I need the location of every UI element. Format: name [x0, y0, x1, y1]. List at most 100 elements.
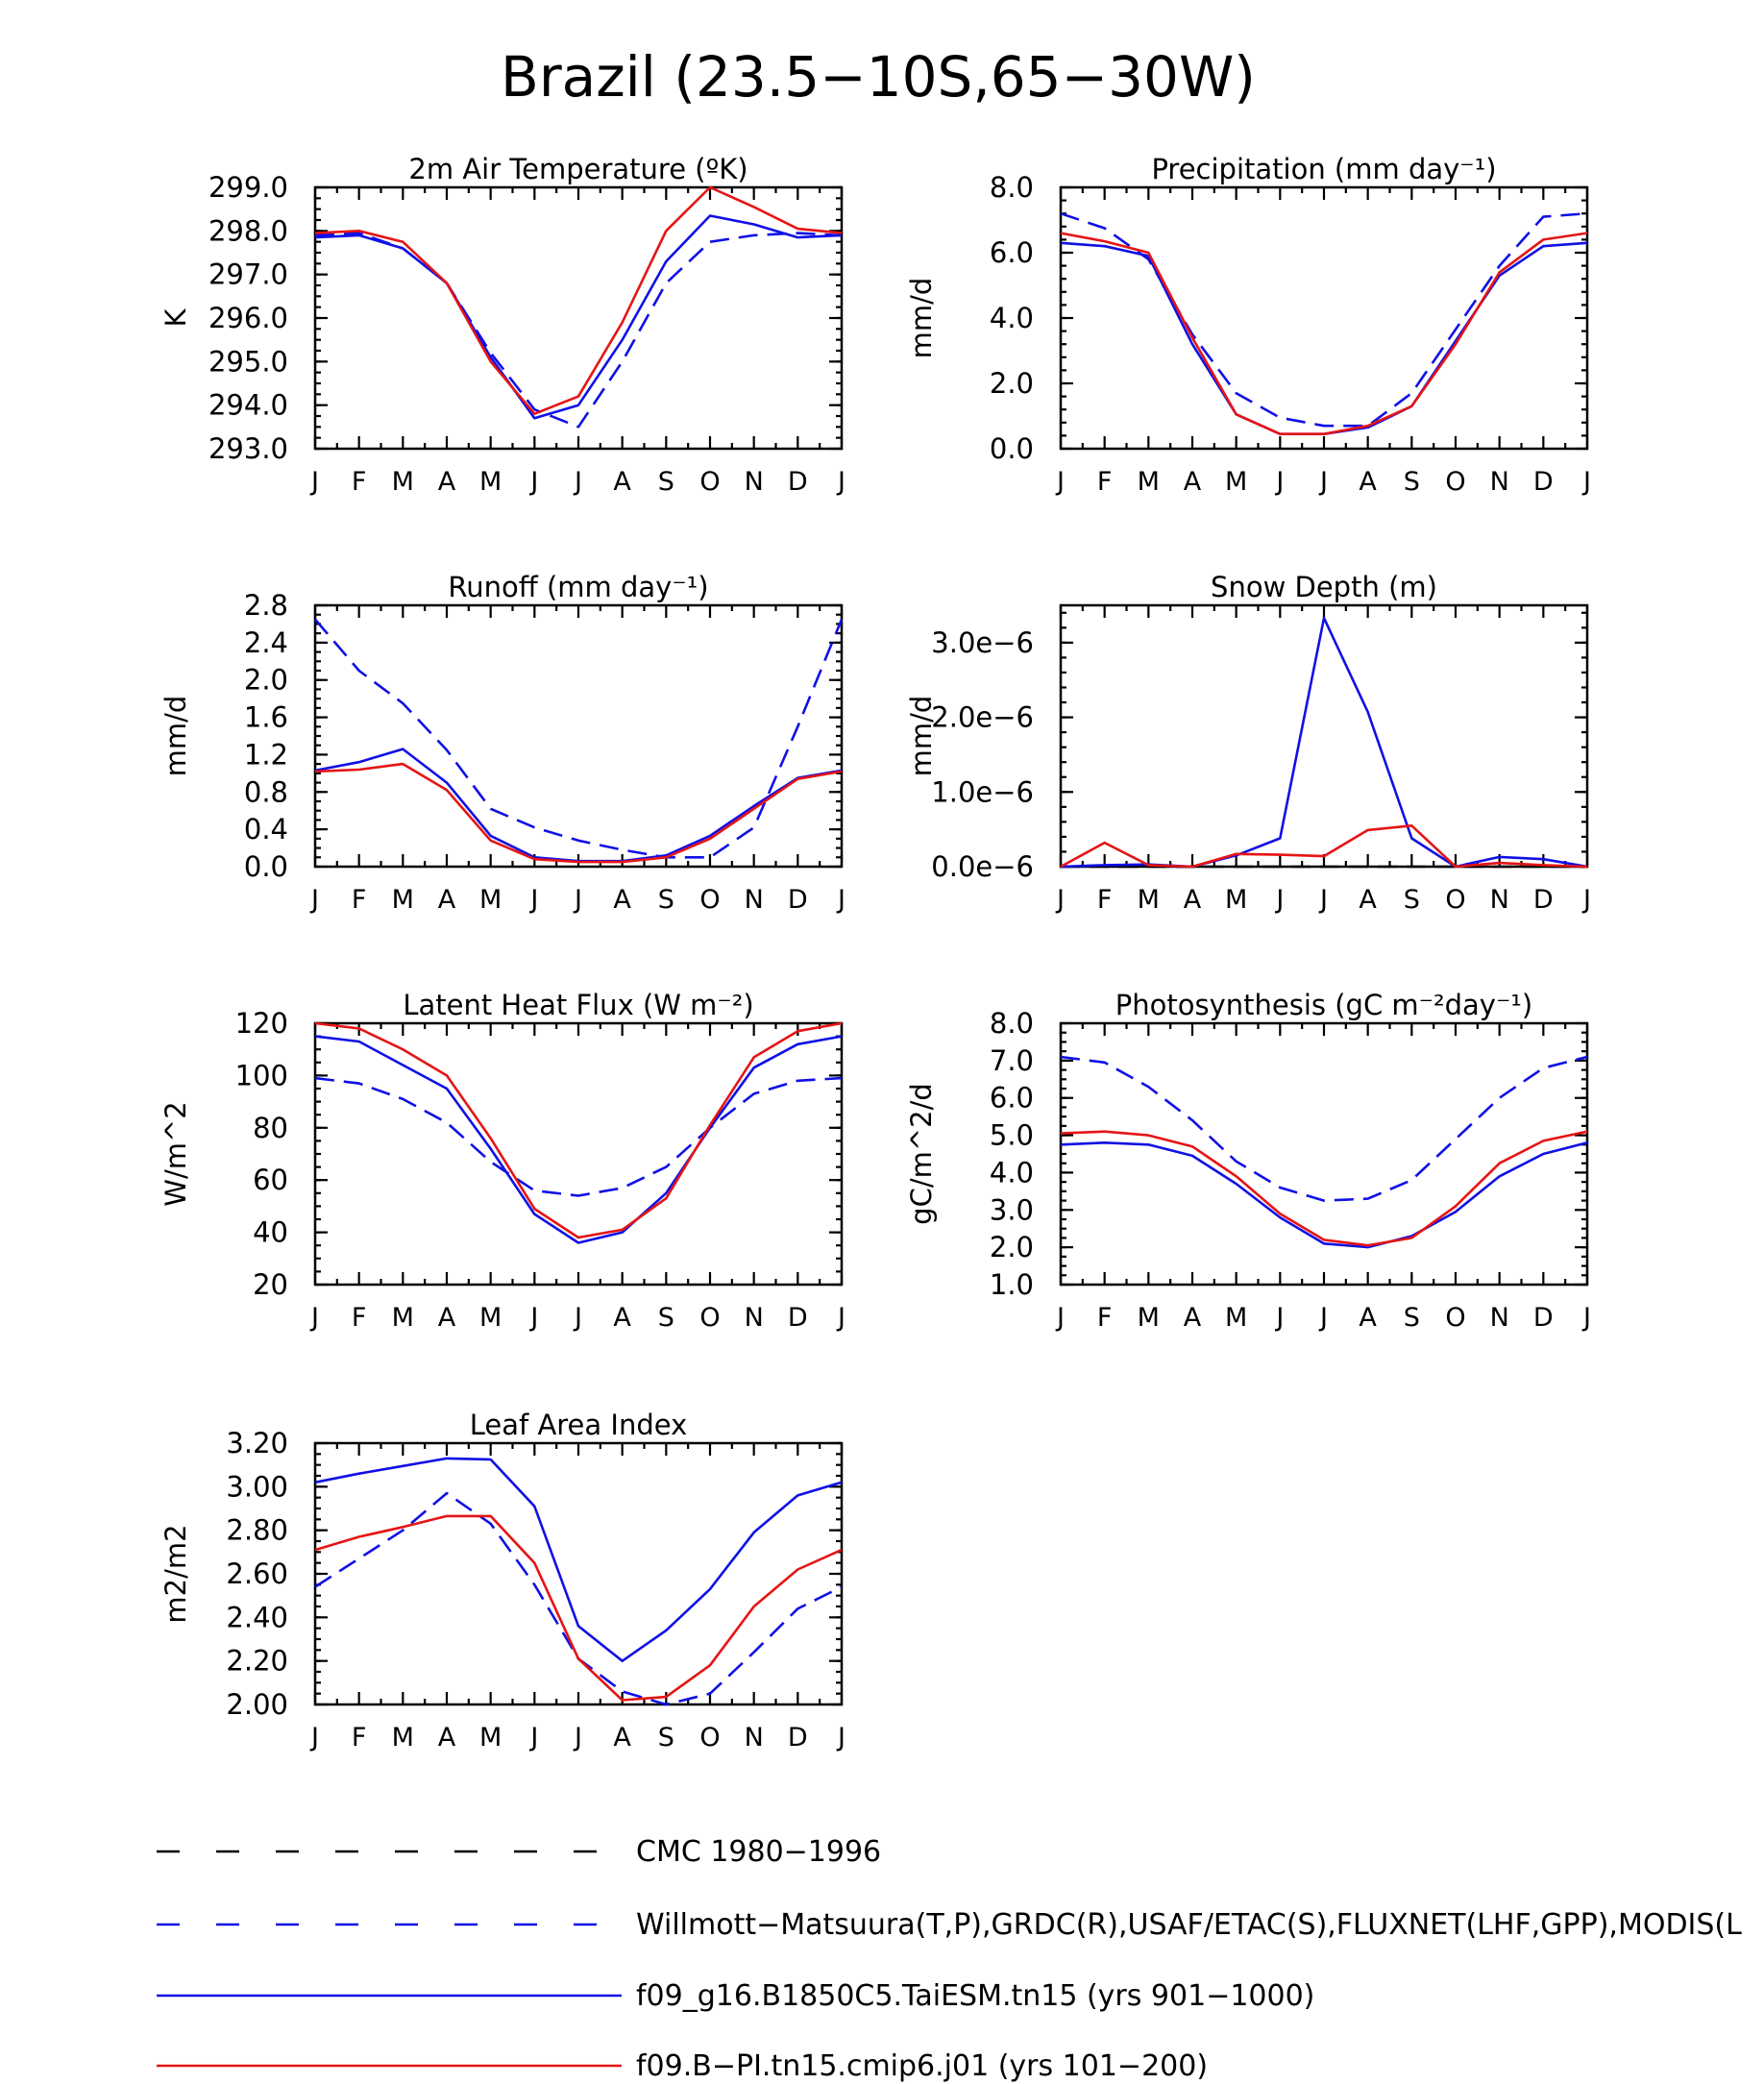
y-tick-label: 5.0 — [990, 1119, 1034, 1152]
x-tick-label: F — [1097, 885, 1113, 915]
x-tick-label: M — [479, 885, 502, 915]
series-line-obs — [314, 618, 844, 859]
x-tick-label: J — [309, 467, 319, 497]
y-tick-label: 0.0e−6 — [931, 850, 1034, 883]
y-tick-label: 6.0 — [990, 1082, 1034, 1115]
y-tick-label: 2.80 — [226, 1514, 288, 1547]
y-axis-label: mm/d — [159, 696, 192, 777]
panel-title: Snow Depth (m) — [1211, 571, 1437, 603]
x-tick-label: D — [1533, 885, 1554, 915]
panel-title: Precipitation (mm day⁻¹) — [1151, 153, 1496, 185]
x-tick-label: D — [788, 1303, 808, 1333]
y-tick-label: 2.0 — [990, 1231, 1034, 1263]
x-tick-label: M — [479, 1303, 502, 1333]
y-tick-label: 0.8 — [244, 775, 288, 808]
x-tick-label: M — [1225, 467, 1247, 497]
series-line-cmip6 — [314, 1514, 843, 1702]
x-tick-label: F — [352, 1723, 367, 1753]
x-tick-label: J — [528, 467, 538, 497]
x-tick-label: J — [1581, 885, 1591, 915]
x-tick-label: O — [699, 885, 720, 915]
x-tick-label: F — [1097, 467, 1113, 497]
x-tick-label: A — [438, 467, 456, 497]
x-tick-label: M — [479, 1723, 502, 1753]
y-tick-label: 2.20 — [226, 1645, 288, 1678]
x-tick-label: M — [392, 467, 414, 497]
x-tick-label: N — [745, 467, 764, 497]
y-axis-label: K — [159, 308, 192, 328]
series-line-taiesm — [1060, 241, 1588, 436]
y-tick-label: 2.0 — [990, 367, 1034, 400]
y-tick-label: 120 — [235, 1007, 288, 1040]
series-line-taiesm — [1060, 1141, 1588, 1249]
x-tick-label: J — [528, 885, 538, 915]
x-tick-label: N — [1490, 1303, 1509, 1333]
x-tick-label: J — [573, 1303, 582, 1333]
y-tick-label: 0.4 — [244, 813, 288, 846]
series-line-cmip6 — [314, 1021, 843, 1239]
x-tick-label: J — [573, 1723, 582, 1753]
x-tick-label: J — [836, 885, 845, 915]
x-tick-label: J — [1274, 1303, 1284, 1333]
legend-label-obs: Willmott−Matsuura(T,P),GRDC(R),USAF/ETAC… — [636, 1908, 1742, 1942]
x-tick-label: M — [392, 1723, 414, 1753]
series-line-obs — [314, 1076, 843, 1197]
y-tick-label: 1.0e−6 — [931, 775, 1034, 808]
chart-panel-4: Latent Heat Flux (W m⁻²)W/m^2J F M A M J J A S O N… — [159, 989, 845, 1333]
x-tick-label: M — [392, 1303, 414, 1333]
x-tick-label: D — [1533, 467, 1554, 497]
legend-label-taiesm: f09_g16.B1850C5.TaiESM.tn15 (yrs 901−100… — [636, 1979, 1314, 2013]
y-axis-label: gC/m^2/d — [905, 1083, 938, 1225]
y-axis-label: m2/m2 — [159, 1524, 192, 1623]
y-tick-label: 296.0 — [208, 302, 288, 334]
y-tick-label: 60 — [253, 1164, 288, 1196]
x-tick-label: O — [1445, 1303, 1465, 1333]
x-tick-label: J — [528, 1723, 538, 1753]
x-tick-label: J — [1055, 885, 1065, 915]
x-tick-label: J — [1581, 1303, 1591, 1333]
y-tick-label: 100 — [235, 1059, 288, 1091]
y-tick-label: 2.0e−6 — [931, 701, 1034, 734]
y-tick-label: 1.6 — [244, 701, 288, 734]
x-tick-label: J — [309, 1723, 319, 1753]
x-tick-label: J — [1055, 467, 1065, 497]
legend-label-cmip6: f09.B−PI.tn15.cmip6.j01 (yrs 101−200) — [636, 2049, 1208, 2083]
y-tick-label: 2.40 — [226, 1601, 288, 1633]
x-tick-label: D — [1533, 1303, 1554, 1333]
plot-frame — [1059, 1021, 1589, 1287]
x-tick-label: S — [1404, 1303, 1420, 1333]
x-tick-label: M — [1138, 467, 1160, 497]
plot-frame — [1059, 603, 1589, 869]
x-tick-label: J — [1318, 1303, 1328, 1333]
panels: 2m Air Temperature (ºK)KJ F M A M J J A S O N D J293… — [159, 153, 1591, 1753]
x-tick-label: S — [658, 885, 674, 915]
x-tick-label: J — [1318, 467, 1328, 497]
x-tick-label: J — [309, 885, 319, 915]
x-tick-label: J — [573, 467, 582, 497]
chart-panel-0: 2m Air Temperature (ºK)KJ F M A M J J A S O N D J293… — [159, 153, 845, 497]
x-tick-label: D — [788, 467, 808, 497]
series-line-cmip6 — [314, 185, 843, 416]
plot-frame — [313, 1441, 844, 1706]
y-tick-label: 297.0 — [208, 258, 288, 291]
x-tick-label: N — [1490, 885, 1509, 915]
legend: CMC 1980−1996 Willmott−Matsuura(T,P),GRDC… — [157, 1835, 1742, 2083]
series-line-cmip6 — [314, 762, 843, 864]
x-tick-label: J — [1055, 1303, 1065, 1333]
x-tick-label: A — [438, 885, 456, 915]
y-tick-label: 7.0 — [990, 1044, 1034, 1077]
panel-title: Leaf Area Index — [470, 1409, 687, 1441]
y-axis-label: mm/d — [905, 696, 938, 777]
x-tick-label: N — [745, 1303, 764, 1333]
y-tick-label: 4.0 — [990, 302, 1034, 334]
y-tick-label: 2.0 — [244, 664, 288, 697]
series-line-taiesm — [314, 214, 843, 420]
y-tick-label: 294.0 — [208, 389, 288, 422]
x-tick-label: S — [658, 1303, 674, 1333]
y-axis-label: W/m^2 — [159, 1101, 192, 1206]
y-tick-label: 2.4 — [244, 626, 288, 659]
series-line-obs — [1060, 1055, 1588, 1202]
y-tick-label: 299.0 — [208, 171, 288, 204]
